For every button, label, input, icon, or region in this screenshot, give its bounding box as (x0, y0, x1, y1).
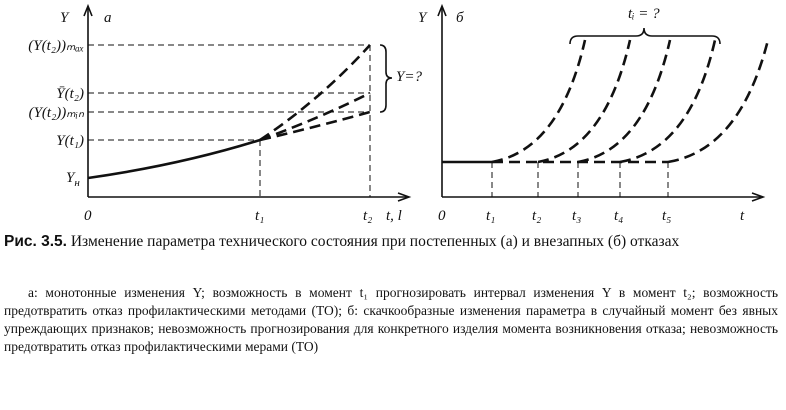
x-label: t₁ (486, 208, 495, 224)
jump-curve (537, 39, 632, 164)
x-axis-label: t (740, 208, 745, 224)
panel-label: б (456, 10, 464, 26)
arrow (397, 192, 412, 202)
curve (87, 138, 261, 180)
y-label: Yн (66, 170, 80, 189)
origin: 0 (84, 208, 92, 224)
caption: Рис. 3.5. Изменение параметра техническо… (4, 232, 780, 252)
guide-lines (88, 44, 371, 197)
panel-label: а (104, 10, 112, 26)
caption-text: Изменение параметра технического состоян… (70, 233, 680, 250)
panel-b: tᵢ = ? Y б 0 t₁ t₂ t₃ t₄ t₅ t (418, 3, 770, 224)
x-label: t₄ (614, 208, 623, 224)
x-label: t₂ (363, 208, 372, 224)
curve-mean (259, 91, 371, 142)
y-axis-label: Y (60, 10, 70, 26)
y-label-sub: н (74, 177, 80, 189)
jump-curve (667, 39, 770, 164)
x-label: t₃ (572, 208, 581, 224)
x-axis-label: t, l (386, 208, 402, 224)
description: а: монотонные изменения Y; возможность в… (4, 285, 778, 354)
y-label: Y(t₁) (56, 133, 84, 149)
curve-min (259, 110, 371, 142)
y-axis-label: Y (418, 10, 428, 26)
annotation: tᵢ = ? (628, 6, 660, 22)
y-label: Ȳ(t₂) (56, 86, 84, 102)
arrow (83, 3, 93, 17)
annotation: Y=? (396, 69, 422, 85)
jump-curve (491, 39, 587, 164)
jump-curve (619, 39, 717, 164)
arrow (437, 3, 447, 17)
figure: Y=? Y а (Y(t₂))ₘₐₓ Ȳ(t₂) (Y(t₂))ₘᵢₙ Y(t₁… (28, 3, 770, 224)
y-label-main: Y (66, 170, 76, 186)
arrow (751, 192, 766, 202)
jump-curve (577, 39, 672, 164)
x-label: t₁ (255, 208, 264, 224)
brace (569, 27, 721, 45)
caption-number: Рис. 3.5. (4, 233, 67, 250)
panel-a: Y=? Y а (Y(t₂))ₘₐₓ Ȳ(t₂) (Y(t₂))ₘᵢₙ Y(t₁… (28, 3, 422, 224)
brace (379, 44, 393, 113)
origin: 0 (438, 208, 446, 224)
guide-lines (491, 162, 669, 197)
x-label: t₂ (532, 208, 541, 224)
curve-max (259, 44, 371, 142)
y-label: (Y(t₂))ₘₐₓ (28, 38, 84, 54)
x-label: t₅ (662, 208, 671, 224)
y-label: (Y(t₂))ₘᵢₙ (29, 105, 85, 121)
